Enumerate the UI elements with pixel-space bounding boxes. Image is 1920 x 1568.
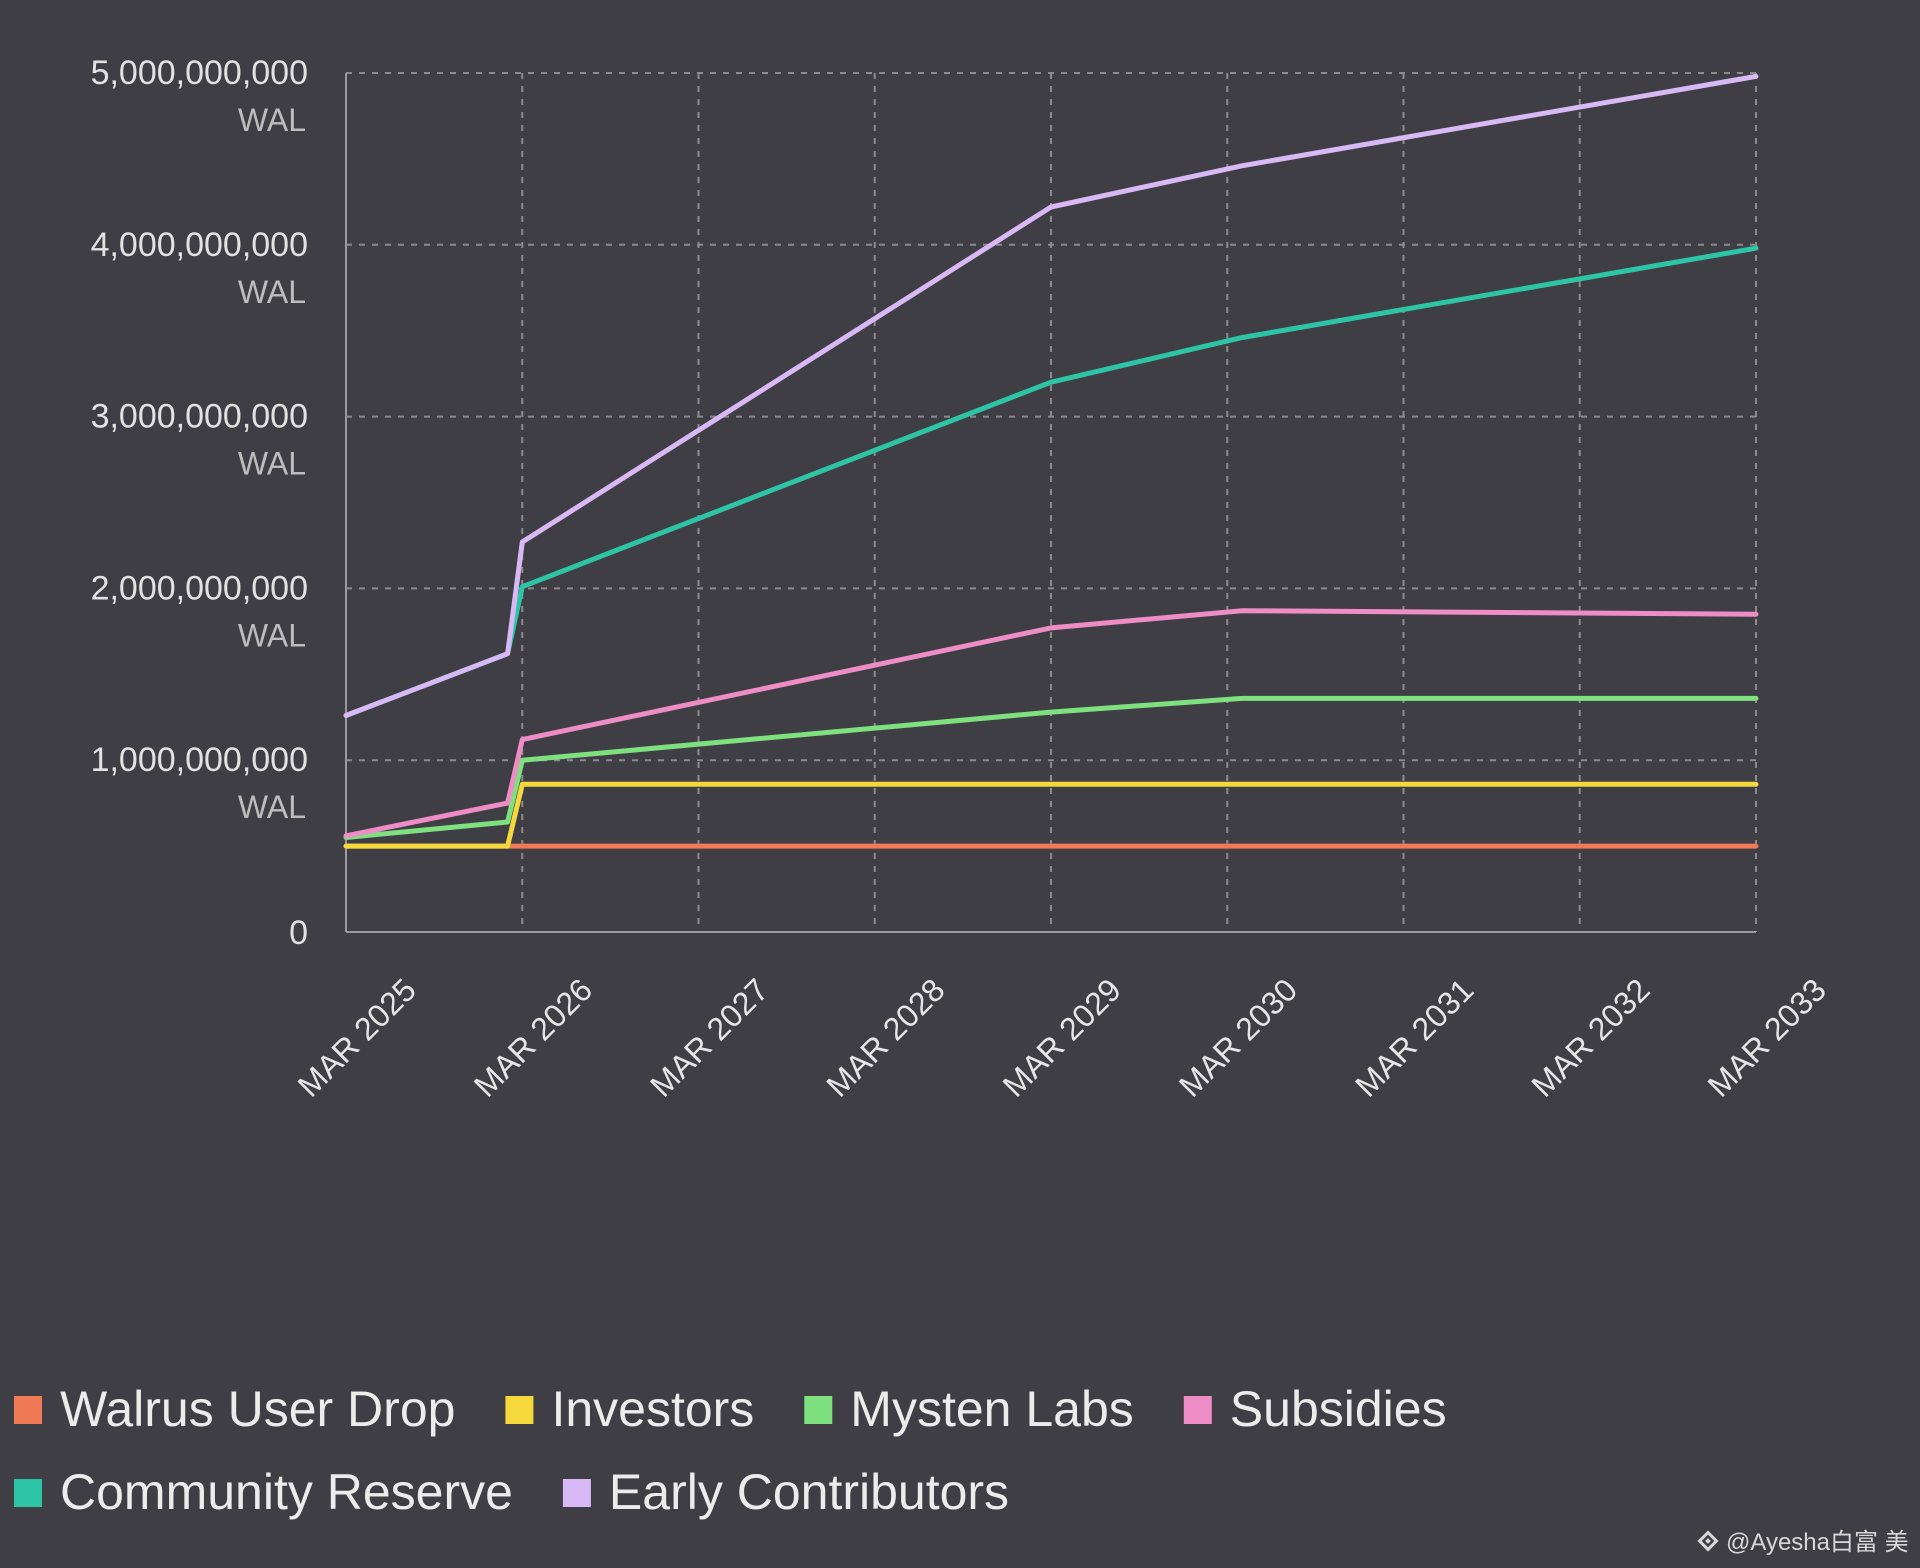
legend-label: Walrus User Drop <box>60 1381 455 1437</box>
legend-swatch <box>14 1396 42 1424</box>
legend-swatch <box>804 1396 833 1424</box>
y-tick-unit: WAL <box>238 274 306 310</box>
series-line-early-contributors <box>343 73 1759 718</box>
y-tick-label: 2,000,000,000 <box>91 569 308 607</box>
legend-item: Community Reserve <box>14 1464 513 1520</box>
series-lines <box>343 73 1759 849</box>
binance-logo-icon <box>1697 1530 1719 1552</box>
legend-swatch <box>505 1396 534 1424</box>
legend-swatch <box>14 1479 42 1507</box>
x-tick-label: MAR 2025 <box>291 971 423 1103</box>
x-tick-label: MAR 2031 <box>1348 971 1480 1103</box>
y-tick-unit: WAL <box>238 789 306 825</box>
watermark-text: @Ayesha白富 美 <box>1726 1529 1909 1556</box>
x-tick-label: MAR 2033 <box>1701 971 1833 1103</box>
legend-label: Early Contributors <box>609 1464 1009 1520</box>
legend-swatch <box>1183 1396 1212 1424</box>
x-tick-label: MAR 2028 <box>819 971 951 1103</box>
series-line-mysten-labs <box>343 695 1759 840</box>
axes <box>345 73 1756 933</box>
x-tick-label: MAR 2026 <box>467 971 599 1103</box>
y-axis-ticks: 0 1,000,000,000 WAL 2,000,000,000 WAL 3,000,0… <box>91 54 308 952</box>
x-tick-label: MAR 2029 <box>996 971 1128 1103</box>
legend-label: Investors <box>551 1381 754 1437</box>
y-tick-label: 3,000,000,000 <box>91 398 308 436</box>
x-tick-label: MAR 2032 <box>1524 971 1656 1103</box>
y-tick-label: 1,000,000,000 <box>91 741 308 779</box>
legend-item: Investors <box>505 1381 754 1437</box>
y-tick-unit: WAL <box>238 446 306 482</box>
series-line-investors <box>343 781 1759 849</box>
watermark: @Ayesha白富 美 <box>1697 1529 1909 1556</box>
legend-item: Walrus User Drop <box>14 1381 455 1437</box>
legend-item: Early Contributors <box>562 1464 1009 1520</box>
y-tick-label: 5,000,000,000 <box>91 54 308 92</box>
y-tick-label: 4,000,000,000 <box>91 226 308 264</box>
legend: Walrus User Drop Investors Mysten Labs Subs… <box>14 1381 1447 1520</box>
x-tick-label: MAR 2030 <box>1172 971 1304 1103</box>
legend-item: Subsidies <box>1183 1381 1447 1437</box>
legend-label: Community Reserve <box>60 1464 513 1520</box>
y-tick-unit: WAL <box>238 617 306 653</box>
legend-label: Subsidies <box>1230 1381 1447 1437</box>
legend-item: Mysten Labs <box>804 1381 1134 1437</box>
y-tick-unit: WAL <box>238 102 306 138</box>
grid-lines <box>346 72 1757 932</box>
x-axis-ticks: MAR 2025 MAR 2026 MAR 2027 MAR 2028 MAR 2029… <box>291 971 1833 1103</box>
legend-swatch <box>562 1479 591 1507</box>
legend-label: Mysten Labs <box>850 1381 1133 1437</box>
series-line-subsidies <box>343 608 1759 839</box>
y-tick-label: 0 <box>289 914 308 952</box>
x-tick-label: MAR 2027 <box>643 971 775 1103</box>
